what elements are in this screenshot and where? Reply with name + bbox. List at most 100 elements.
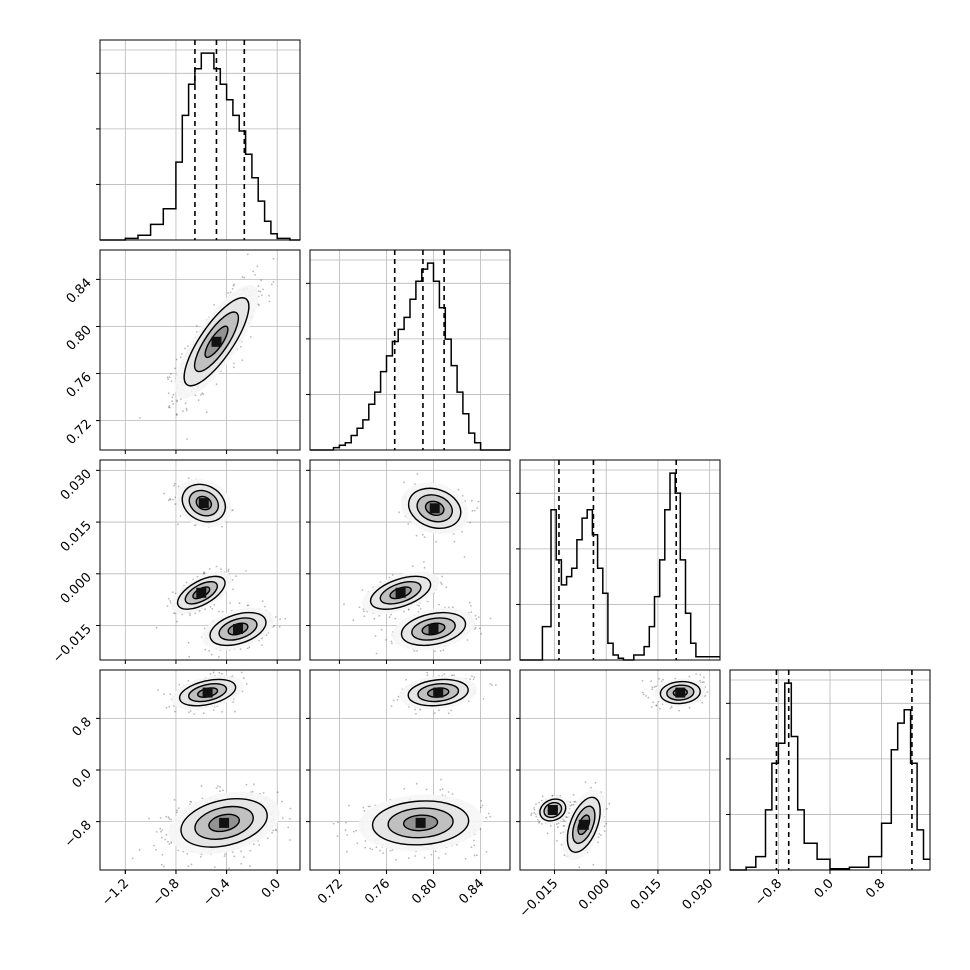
sample-point: [433, 712, 436, 714]
sample-point: [403, 610, 405, 613]
sample-point: [380, 628, 383, 631]
sample-point: [441, 788, 444, 790]
sample-point: [167, 597, 170, 600]
sample-point: [363, 615, 366, 618]
sample-point: [398, 511, 400, 514]
sample-point: [233, 366, 235, 369]
sample-point: [210, 653, 213, 656]
sample-point: [261, 600, 264, 602]
sample-point: [278, 626, 281, 628]
sample-point: [187, 680, 190, 682]
sample-point: [218, 610, 221, 613]
sample-point: [438, 709, 440, 711]
sample-point: [212, 709, 215, 711]
histogram-panel-1: [306, 249, 511, 451]
sample-point: [185, 407, 188, 410]
sample-point: [435, 540, 437, 543]
sample-point: [701, 701, 704, 704]
sample-point: [480, 806, 482, 809]
sample-point: [231, 287, 234, 290]
sample-point: [274, 828, 277, 831]
sample-point: [159, 817, 162, 819]
sample-point: [470, 611, 473, 613]
sample-point: [336, 835, 339, 837]
sample-point: [670, 706, 673, 708]
sample-point: [476, 507, 478, 509]
sample-point: [164, 838, 167, 841]
sample-point: [272, 281, 275, 283]
sample-point: [173, 710, 176, 713]
sample-point: [364, 846, 367, 849]
sample-point: [403, 481, 405, 484]
sample-point: [379, 849, 381, 852]
density-peak: [395, 587, 406, 598]
sample-point: [450, 709, 452, 712]
sample-point: [173, 705, 175, 707]
density-peak: [196, 587, 207, 598]
sample-point: [221, 525, 223, 528]
sample-point: [389, 849, 392, 852]
sample-point: [453, 540, 456, 543]
sample-point: [170, 380, 173, 382]
sample-point: [160, 830, 162, 833]
sample-point: [213, 866, 216, 868]
sample-point: [265, 634, 268, 637]
sample-point: [184, 347, 186, 350]
sample-point: [161, 853, 164, 856]
histogram-panel-3: [726, 669, 931, 871]
sample-point: [166, 376, 169, 379]
sample-point: [242, 677, 245, 680]
sample-point: [256, 265, 259, 268]
sample-point: [171, 591, 174, 594]
sample-point: [163, 492, 166, 495]
sample-point: [441, 583, 443, 586]
sample-point: [274, 616, 277, 618]
sample-point: [219, 786, 222, 788]
sample-point: [138, 417, 141, 419]
sample-point: [421, 533, 424, 536]
sample-point: [475, 854, 478, 857]
sample-point: [262, 792, 265, 794]
sample-point: [361, 589, 364, 591]
sample-point: [258, 304, 260, 307]
sample-point: [208, 567, 211, 570]
sample-point: [382, 852, 385, 855]
sample-point: [392, 699, 395, 702]
sample-point: [153, 844, 156, 847]
sample-point: [434, 650, 436, 652]
sample-point: [397, 695, 400, 698]
sample-point: [443, 673, 446, 675]
sample-point: [227, 568, 230, 571]
sample-point: [426, 671, 429, 674]
sample-point: [174, 367, 177, 370]
sample-point: [439, 650, 442, 652]
sample-point: [369, 805, 371, 808]
sample-point: [169, 406, 171, 409]
sample-point: [337, 821, 339, 824]
sample-point: [176, 413, 178, 416]
sample-point: [189, 614, 191, 617]
sample-point: [170, 842, 173, 844]
sample-point: [491, 684, 493, 686]
sample-point: [196, 575, 199, 578]
sample-point: [249, 865, 251, 868]
sample-point: [239, 648, 242, 650]
sample-point: [706, 691, 709, 693]
sample-point: [168, 817, 171, 820]
sample-point: [356, 842, 359, 845]
sample-point: [189, 800, 192, 803]
sample-point: [187, 477, 190, 479]
sample-point: [272, 829, 275, 832]
scatter-panel-2-0: [96, 459, 301, 664]
sample-point: [653, 686, 656, 688]
sample-point: [407, 523, 410, 525]
sample-point: [457, 488, 460, 491]
sample-point: [174, 612, 177, 615]
sample-point: [416, 473, 419, 475]
sample-point: [247, 604, 250, 607]
sample-point: [241, 276, 244, 279]
scatter-panel-3-0: [96, 669, 301, 874]
sample-point: [193, 713, 196, 715]
sample-point: [352, 830, 355, 833]
sample-point: [235, 575, 237, 578]
